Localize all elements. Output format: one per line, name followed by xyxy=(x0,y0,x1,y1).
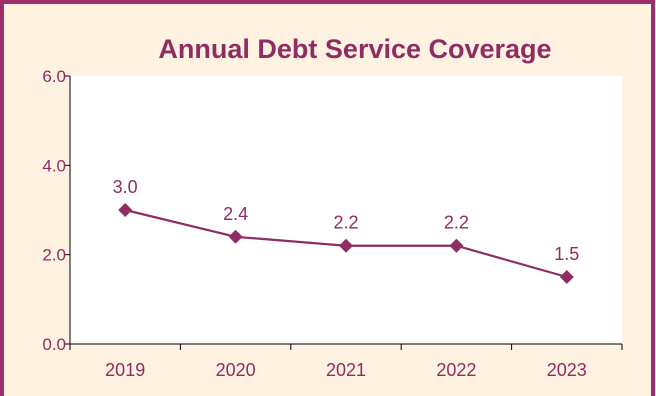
x-tick-label: 2022 xyxy=(436,360,476,380)
x-tick-label: 2019 xyxy=(105,360,145,380)
data-label: 1.5 xyxy=(554,244,579,264)
data-label: 3.0 xyxy=(113,177,138,197)
chart-title: Annual Debt Service Coverage xyxy=(158,34,551,64)
plot-area: 0.0 2.0 4.0 6.0 2019 2020 2021 2022 2023 3.0 2.4 2.… xyxy=(42,67,622,380)
y-tick-label: 4.0 xyxy=(42,156,66,175)
data-label: 2.4 xyxy=(223,204,248,224)
x-tick-label: 2021 xyxy=(326,360,366,380)
x-tick-label: 2020 xyxy=(216,360,256,380)
plot-background xyxy=(70,76,622,344)
x-tick-label: 2023 xyxy=(547,360,587,380)
y-tick-label: 0.0 xyxy=(42,335,66,354)
data-label: 2.2 xyxy=(333,213,358,233)
y-tick-label: 6.0 xyxy=(42,67,66,86)
data-label: 2.2 xyxy=(444,213,469,233)
y-tick-label: 2.0 xyxy=(42,246,66,265)
